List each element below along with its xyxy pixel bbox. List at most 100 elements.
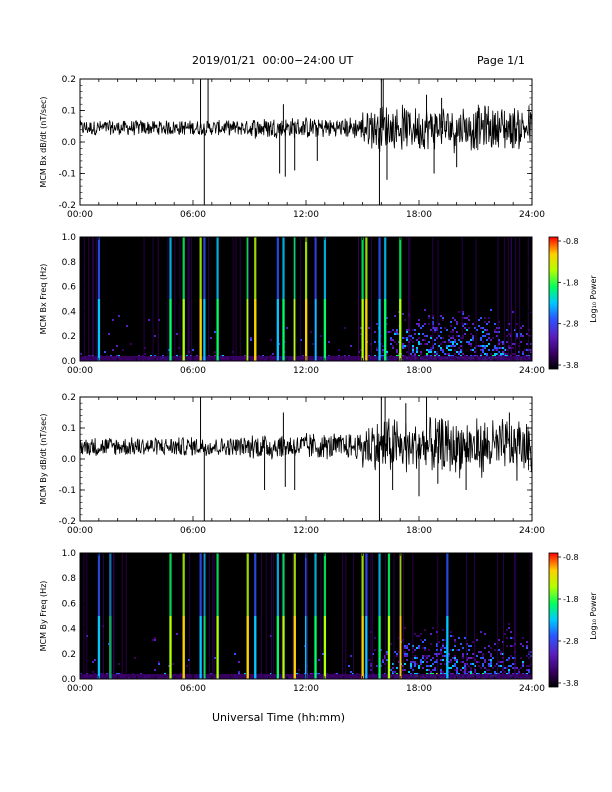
colorbar-tick-label: -1.8 [563,595,579,604]
spectrogram-cell [436,645,438,647]
y-tick-label: 0.2 [62,393,76,403]
spectrogram-cell [454,663,456,665]
spectrogram-cell [506,637,508,639]
burst-core [254,616,257,679]
spectrogram-cell [512,347,514,349]
y-tick-label: -0.1 [58,486,76,496]
spectrogram-cell [412,351,414,353]
burst-core [182,616,185,679]
spectrogram-cell [468,645,470,647]
spectrogram-cell [460,345,462,347]
spectrogram-cell [424,647,426,649]
faint-burst-line [270,553,272,679]
y-tick-label: -0.1 [58,170,76,180]
burst-core [361,616,364,679]
x-tick-label: 18:00 [406,366,432,376]
spectrogram-cell [192,349,194,351]
spectrogram-cell [410,339,412,341]
spectrogram-cell [322,653,324,655]
spectrogram-cell [456,321,458,323]
spectrogram-cell [480,667,482,669]
burst-core [246,616,249,679]
spectrogram-cell [482,349,484,351]
spectrogram-cell [448,653,450,655]
spectrogram-cell [112,349,114,351]
spectrogram-cell [450,635,452,637]
spectrogram-cell [418,341,420,343]
faint-burst-line [353,553,355,679]
spectrogram-cell [168,349,170,351]
spectrogram-cell [498,639,500,641]
spectrogram-cell [412,345,414,347]
spectrogram-cell [514,343,516,345]
spectrogram-cell [398,637,400,639]
spectrogram-cell [420,343,422,345]
spectrogram-cell [402,313,404,315]
spectrogram-cell [462,653,464,655]
spectrogram-cell [454,319,456,321]
spectrogram-cell [512,657,514,659]
spectrogram-cell [530,351,532,353]
spectrogram-cell [380,335,382,337]
spectrogram-cell [472,337,474,339]
faint-burst-line [475,237,477,361]
spectrogram-cell [472,323,474,325]
spectrogram-cell [516,667,518,669]
spectrogram-cell [420,659,422,661]
spectrogram-cell [508,333,510,335]
spectrogram-cell [470,663,472,665]
spectrogram-cell [522,353,524,355]
spectrogram-cell [414,655,416,657]
spectrogram-cell [464,637,466,639]
faint-burst-line [112,553,114,679]
faint-burst-line [432,237,434,361]
spectrogram-cell [470,333,472,335]
x-tick-label: 12:00 [293,366,319,376]
spectrogram-cell [458,637,460,639]
spectrogram-cell [434,343,436,345]
x-tick-label: 00:00 [67,526,93,536]
spectrogram-cell [444,341,446,343]
spectrogram-cell [394,333,396,335]
spectrogram-cell [420,661,422,663]
spectrogram-cell [452,341,454,343]
spectrogram-cell [496,663,498,665]
spectrogram-cell [440,659,442,661]
faint-burst-line [83,553,85,679]
faint-burst-line [292,553,294,679]
spectrogram-cell [420,639,422,641]
spectrogram-cell [466,653,468,655]
x-tick-label: 24:00 [519,366,545,376]
spectrogram-cell [418,665,420,667]
spectrogram-cell [416,663,418,665]
spectrogram-cell [454,655,456,657]
spectrogram-cell [418,645,420,647]
burst-core [399,616,402,679]
spectrogram-cell [310,331,312,333]
faint-burst-line [370,237,372,361]
spectrogram-cell [404,337,406,339]
spectrogram-cell [438,335,440,337]
spectrogram-cell [436,327,438,329]
spectrogram-cell [464,323,466,325]
spectrogram-cell [402,337,404,339]
spectrogram-cell [402,343,404,345]
spectrogram-cell [472,349,474,351]
spectrogram-cell [416,351,418,353]
spectrogram-cell [526,655,528,657]
spectrogram-cell [458,351,460,353]
spectrogram-cell [456,351,458,353]
spectrogram-cell [376,323,378,325]
spectrogram-cell [482,351,484,353]
spectrogram-cell [368,327,370,329]
x-tick-label: 06:00 [180,526,206,536]
spectrogram-cell [448,345,450,347]
spectrogram-cell [396,655,398,657]
spectrogram-cell [480,339,482,341]
spectrogram-cell [454,669,456,671]
spectrogram-cell [418,325,420,327]
spectrogram-cell [484,317,486,319]
spectrogram-cell [440,331,442,333]
spectrogram-cell [452,335,454,337]
faint-burst-line [515,553,517,679]
